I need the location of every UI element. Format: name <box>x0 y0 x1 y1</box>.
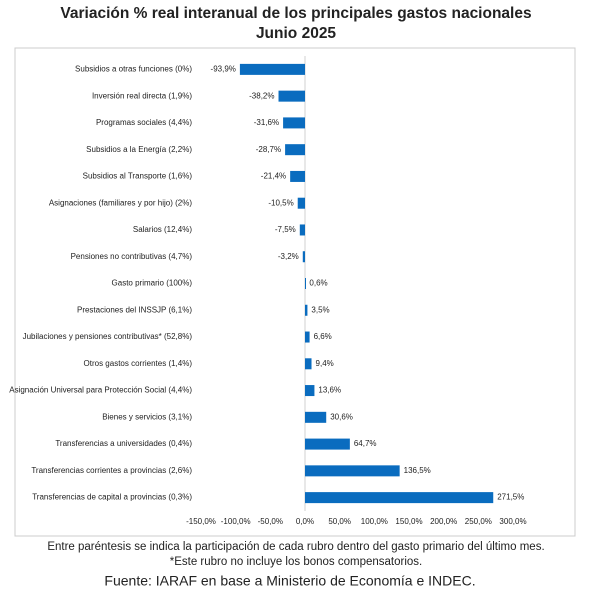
bar <box>305 358 312 370</box>
y-tick-label: Bienes y servicios (3,1%) <box>102 412 192 421</box>
bar <box>299 224 305 236</box>
y-tick-label: Inversión real directa (1,9%) <box>92 91 192 100</box>
data-label: 3,5% <box>311 305 329 314</box>
y-tick-label: Subsidios a otras funciones (0%) <box>75 64 192 73</box>
y-tick-label: Jubilaciones y pensiones contributivas* … <box>23 332 193 341</box>
note: Entre paréntesis se indica la participac… <box>47 541 544 553</box>
y-tick-label: Transferencias a universidades (0,4%) <box>55 439 192 448</box>
bar <box>305 411 327 423</box>
x-tick-label: -150,0% <box>186 517 216 526</box>
y-tick-label: Programas sociales (4,4%) <box>96 118 192 127</box>
bar <box>305 385 315 397</box>
x-tick-label: 300,0% <box>499 517 526 526</box>
bar <box>239 63 305 75</box>
bar <box>305 331 310 343</box>
x-tick-label: 100,0% <box>361 517 388 526</box>
x-tick-label: 50,0% <box>328 517 351 526</box>
x-tick-label: 150,0% <box>395 517 422 526</box>
y-tick-label: Asignaciones (familiares y por hijo) (2%… <box>49 198 193 207</box>
data-label: 9,4% <box>316 359 334 368</box>
x-tick-label: 250,0% <box>465 517 492 526</box>
y-tick-label: Subsidios al Transporte (1,6%) <box>83 172 193 181</box>
chart-title: Variación % real interanual de los princ… <box>60 5 531 22</box>
y-tick-label: Gasto primario (100%) <box>112 279 193 288</box>
data-label: -21,4% <box>261 172 286 181</box>
y-tick-label: Subsidios a la Energía (2,2%) <box>86 145 192 154</box>
data-label: -38,2% <box>249 91 274 100</box>
y-tick-label: Prestaciones del INSSJP (6,1%) <box>77 305 192 314</box>
y-tick-label: Salarios (12,4%) <box>133 225 192 234</box>
bar <box>302 251 305 263</box>
note: *Este rubro no incluye los bonos compens… <box>170 556 423 568</box>
y-tick-label: Transferencias de capital a provincias (… <box>32 493 192 502</box>
data-label: 136,5% <box>404 466 431 475</box>
data-label: -10,5% <box>268 198 293 207</box>
x-tick-label: -50,0% <box>258 517 283 526</box>
data-label: -31,6% <box>254 118 279 127</box>
y-tick-label: Otros gastos corrientes (1,4%) <box>84 359 193 368</box>
data-label: -7,5% <box>275 225 296 234</box>
source: Fuente: IARAF en base a Ministerio de Ec… <box>104 573 475 589</box>
x-tick-label: 0,0% <box>296 517 314 526</box>
data-label: -28,7% <box>256 145 281 154</box>
y-tick-label: Pensiones no contributivas (4,7%) <box>71 252 193 261</box>
data-label: 64,7% <box>354 439 377 448</box>
bar <box>283 117 305 129</box>
data-label: 13,6% <box>318 386 341 395</box>
chart-subtitle: Junio 2025 <box>256 25 336 42</box>
bar <box>305 278 306 289</box>
y-tick-label: Asignación Universal para Protección Soc… <box>9 386 192 395</box>
data-label: -93,9% <box>211 64 236 73</box>
data-label: 0,6% <box>309 279 327 288</box>
x-tick-label: 200,0% <box>430 517 457 526</box>
bar <box>305 304 308 316</box>
bar <box>305 492 494 504</box>
data-label: 30,6% <box>330 412 353 421</box>
data-label: -3,2% <box>278 252 299 261</box>
data-label: 271,5% <box>497 493 524 502</box>
chart-frame <box>14 47 576 537</box>
bar <box>305 465 400 477</box>
bar <box>297 197 305 209</box>
data-label: 6,6% <box>314 332 332 341</box>
bar <box>305 438 350 450</box>
y-tick-label: Transferencias corrientes a provincias (… <box>31 466 192 475</box>
x-tick-label: -100,0% <box>221 517 251 526</box>
bar <box>285 144 305 156</box>
bar <box>290 170 305 182</box>
bar <box>278 90 305 102</box>
